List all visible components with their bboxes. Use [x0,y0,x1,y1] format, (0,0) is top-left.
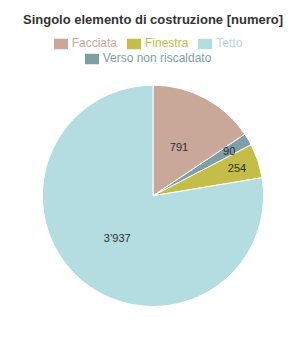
html-text:Singolo elemento di costruzion: Singolo elemento di costruzione [numero] [23,12,283,27]
svg-text:3’937: 3’937 [104,232,131,244]
html-text:Finestra: Finestra [145,36,189,50]
html-text:Tetto: Tetto [216,36,243,50]
html-text:Verso non riscaldato: Verso non riscaldato [102,50,212,65]
svg-text:791: 791 [170,141,188,153]
svg-text:90: 90 [223,145,235,157]
html-text:Facciata: Facciata [71,36,117,50]
svg-text:254: 254 [228,162,246,174]
